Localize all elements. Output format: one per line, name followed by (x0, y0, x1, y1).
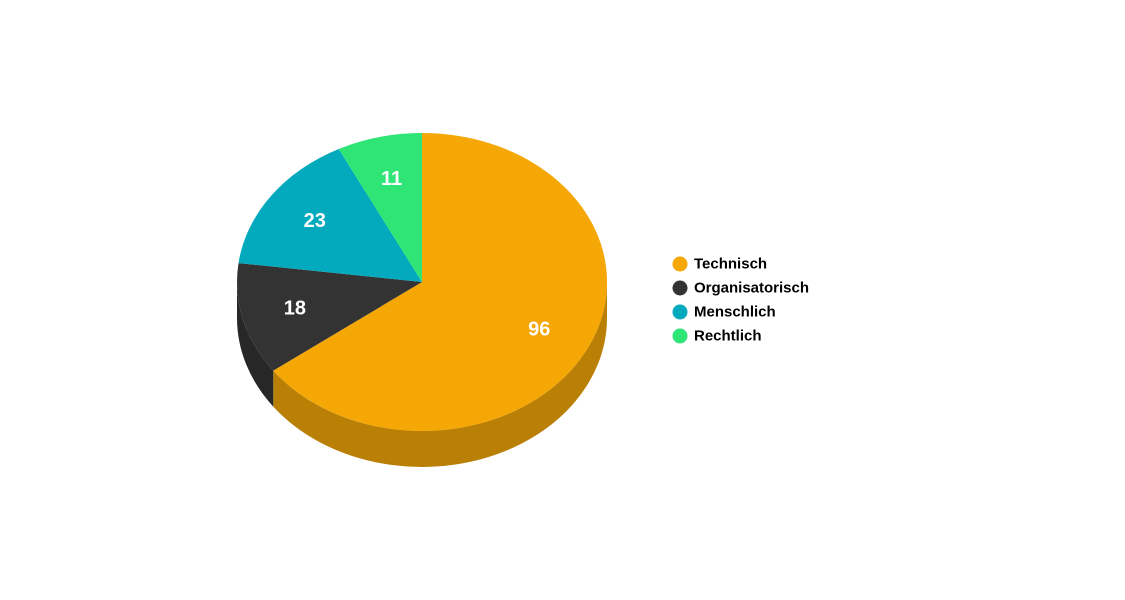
data-labels: 96 18 23 11 (284, 168, 551, 341)
data-label-rechtlich: 11 (381, 168, 402, 190)
pie-slice-organisatorisch[interactable] (236, 263, 422, 371)
pie-slice-menschlich[interactable] (238, 148, 422, 282)
pie-side-technisch (273, 282, 607, 468)
legend-label-organisatorisch: Organisatorisch (694, 280, 809, 297)
legend-marker-menschlich (672, 304, 688, 320)
data-label-organisatorisch: 18 (284, 298, 306, 320)
data-label-technisch: 96 (528, 319, 550, 341)
legend-marker-technisch (672, 256, 688, 272)
legend-item-rechtlich[interactable]: Rechtlich (672, 328, 762, 345)
legend-item-organisatorisch[interactable]: Organisatorisch (672, 280, 810, 297)
pie-side-organisatorisch (237, 282, 274, 407)
pie-slices (236, 133, 607, 431)
legend-item-technisch[interactable]: Technisch (672, 256, 768, 273)
legend-marker-rechtlich (672, 328, 688, 344)
legend-label-technisch: Technisch (694, 256, 767, 273)
legend[interactable]: Technisch Organisatorisch Menschlich Rechtl… (672, 256, 810, 345)
legend-label-rechtlich: Rechtlich (694, 328, 762, 345)
data-label-menschlich: 23 (304, 210, 326, 232)
legend-marker-organisatorisch (672, 280, 688, 296)
pie-slice-rechtlich[interactable] (338, 133, 422, 282)
legend-item-menschlich[interactable]: Menschlich (672, 304, 776, 321)
legend-label-menschlich: Menschlich (694, 304, 776, 321)
pie-sides (237, 282, 607, 468)
pie-slice-technisch[interactable] (273, 133, 607, 431)
